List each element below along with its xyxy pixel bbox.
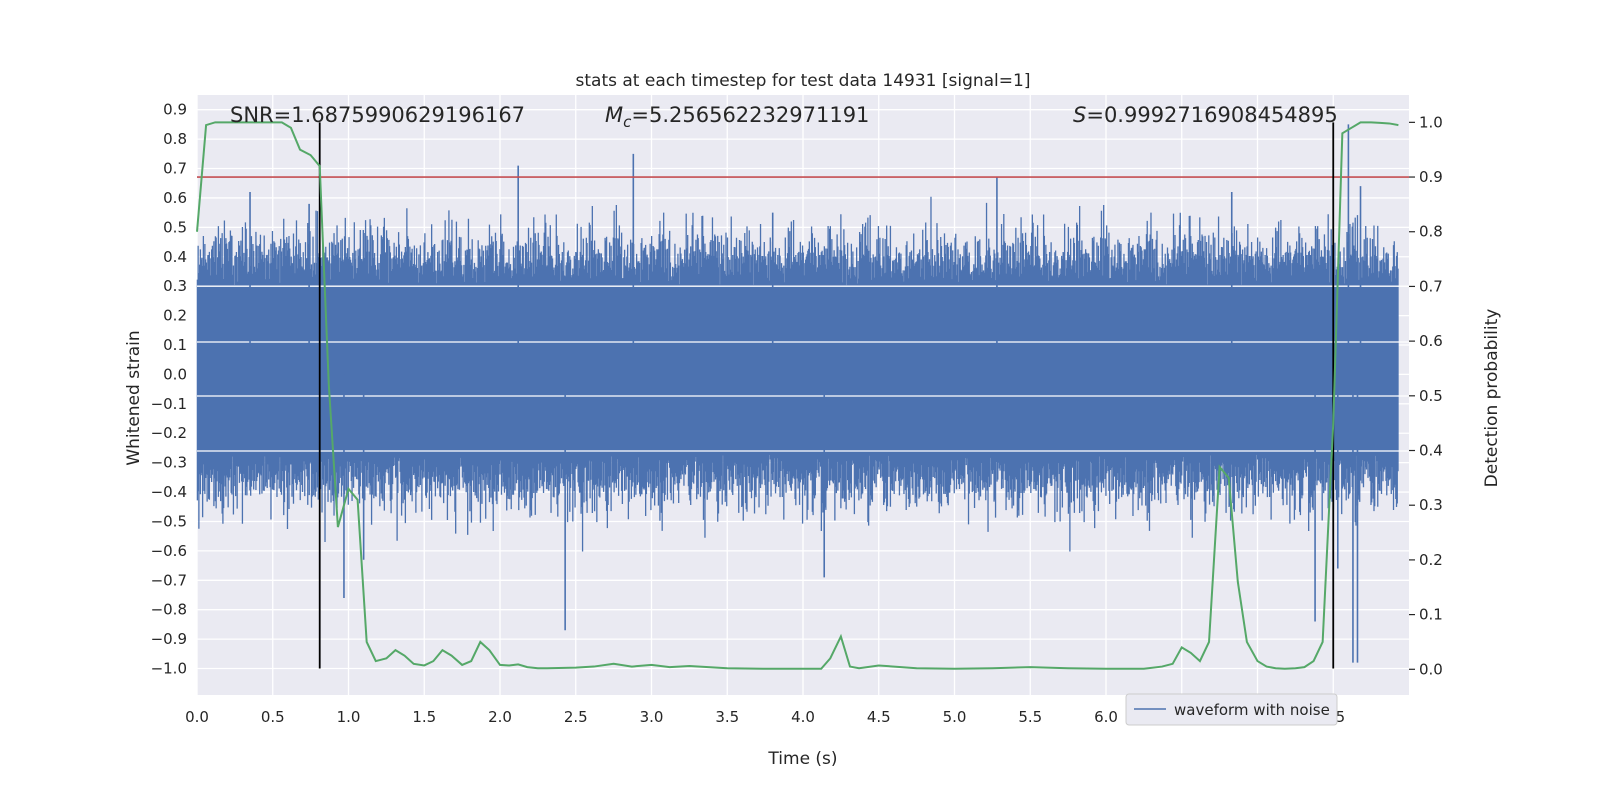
x-tick-label: 3.5 [715, 708, 739, 726]
y2-axis-label: Detection probability [1482, 309, 1502, 488]
x-tick-label: 4.5 [867, 708, 891, 726]
y-tick-label: 0.4 [163, 248, 187, 266]
waveform-series [196, 124, 1409, 663]
y-tick-label: −0.9 [151, 630, 187, 648]
y-tick-label: 0.7 [163, 160, 187, 178]
x-tick-label: 0.5 [261, 708, 285, 726]
y-tick-label: −0.3 [151, 454, 187, 472]
s-symbol: S [1073, 103, 1086, 127]
y-tick-label: −0.4 [151, 483, 187, 501]
y-tick-label: 0.5 [163, 218, 187, 236]
x-tick-label: 5.5 [1018, 708, 1042, 726]
y-tick-label: 0.6 [163, 189, 187, 207]
y-tick-label: 0.8 [163, 130, 187, 148]
y-tick-label: −0.2 [151, 424, 187, 442]
overlay-lines [196, 121, 1409, 670]
x-tick-label: 2.0 [488, 708, 512, 726]
x-tick-label: 4.0 [791, 708, 815, 726]
y2-tick-label: 0.8 [1419, 223, 1443, 241]
legend: waveform with noise [1125, 693, 1338, 726]
s-value: =0.9992716908454895 [1086, 103, 1337, 127]
y-tick-label: 0.1 [163, 336, 187, 354]
score-annotation: S=0.9992716908454895 [1073, 103, 1338, 127]
x-tick-label: 6.0 [1094, 708, 1118, 726]
chart-title: stats at each timestep for test data 149… [576, 71, 1031, 91]
probability-line [196, 121, 1399, 670]
x-tick-label: 1.5 [412, 708, 436, 726]
mc-subscript: c [623, 113, 632, 131]
tick-labels: 0.00.51.01.52.02.53.03.54.04.55.05.56.06… [151, 101, 1443, 726]
y2-tick-label: 0.6 [1419, 332, 1443, 350]
mc-symbol: M [605, 103, 623, 127]
chirp-mass-annotation: Mc=5.256562232971191 [605, 103, 869, 131]
y2-tick-label: 0.1 [1419, 606, 1443, 624]
y2-tick-label: 0.2 [1419, 551, 1443, 569]
y-tick-label: −0.8 [151, 601, 187, 619]
snr-annotation: SNR=1.6875990629196167 [230, 103, 525, 127]
y-tick-label: −0.1 [151, 395, 187, 413]
y-tick-label: 0.0 [163, 365, 187, 383]
y-tick-label: −0.7 [151, 571, 187, 589]
y-tick-label: 0.3 [163, 277, 187, 295]
legend-box [1125, 693, 1338, 726]
waveform-core-band [197, 289, 1399, 454]
y2-tick-label: 0.5 [1419, 387, 1443, 405]
legend-label-waveform: waveform with noise [1174, 701, 1330, 719]
y-tick-label: −1.0 [151, 660, 187, 678]
x-tick-label: 0.0 [185, 708, 209, 726]
x-tick-label: 5.0 [943, 708, 967, 726]
x-axis-label: Time (s) [767, 749, 837, 769]
y-tick-label: −0.6 [151, 542, 187, 560]
x-tick-label: 2.5 [564, 708, 588, 726]
y2-tick-label: 1.0 [1419, 113, 1443, 131]
y-tick-label: 0.9 [163, 101, 187, 119]
y2-tick-label: 0.7 [1419, 277, 1443, 295]
y2-tick-label: 0.3 [1419, 496, 1443, 514]
x-tick-label: 1.0 [337, 708, 361, 726]
mc-value: =5.256562232971191 [631, 103, 869, 127]
y-tick-label: 0.2 [163, 307, 187, 325]
y2-tick-label: 0.4 [1419, 442, 1443, 460]
y-tick-label: −0.5 [151, 512, 187, 530]
x-tick-label: 3.0 [640, 708, 664, 726]
y-axis-label: Whitened strain [124, 330, 144, 465]
y2-tick-label: 0.9 [1419, 168, 1443, 186]
y2-tick-label: 0.0 [1419, 660, 1443, 678]
